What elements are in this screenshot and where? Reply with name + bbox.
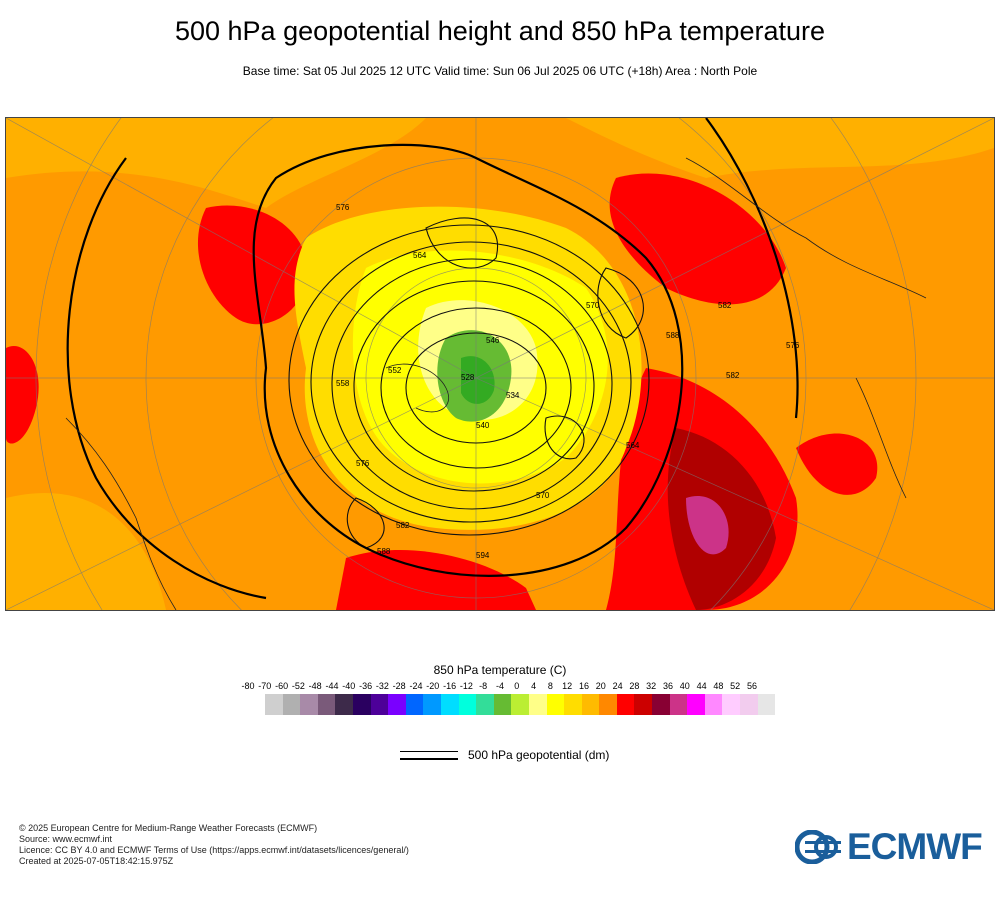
legend-tick-label: 44 [696,681,707,691]
legend-color-swatch [704,694,723,715]
legend-color-swatch [317,694,336,715]
legend-tick-label: -8 [479,681,488,691]
contour-legend: 500 hPa geopotential (dm) [400,748,609,762]
legend-tick-label: -28 [392,681,406,691]
contour-label: 576 [786,341,800,350]
contour-label: 570 [536,491,550,500]
legend-colorbar [265,694,776,715]
legend-tick-label: 32 [646,681,657,691]
legend-color-swatch [476,694,494,715]
legend-color-swatch [652,694,670,715]
contour-label: 528 [461,373,475,382]
legend-color-swatch [511,694,529,715]
legend-color-swatch [581,694,600,715]
legend-tick-label: 36 [662,681,673,691]
contour-label: 594 [476,551,490,560]
legend-color-swatch [493,694,512,715]
map-canvas: 576 582 588 564 570 552 546 540 534 528 … [6,118,994,610]
legend-color-swatch [458,694,477,715]
legend-title: 850 hPa temperature (C) [433,663,567,677]
legend-tick-label: 40 [679,681,690,691]
contour-legend-label: 500 hPa geopotential (dm) [468,748,610,762]
legend-tick-label: -80 [241,681,255,691]
legend-color-swatch [599,694,617,715]
legend-tick-label: 12 [562,681,573,691]
legend-tick-label: 8 [547,681,553,691]
contour-label: 546 [486,336,500,345]
legend-tick-label: 20 [595,681,606,691]
legend-tick-label: 52 [730,681,741,691]
contour-label: 576 [356,459,370,468]
legend-tick-label: -24 [409,681,423,691]
contour-label: 588 [377,547,391,556]
legend-color-swatch [528,694,547,715]
chart-title: 500 hPa geopotential height and 850 hPa … [174,16,825,46]
contour-line-sample [400,748,458,762]
legend-color-swatch [352,694,371,715]
legend-color-swatch [616,694,635,715]
legend-tick-label: -12 [459,681,473,691]
ecmwf-logo: ECMWF [795,826,983,868]
contour-label: 570 [586,301,600,310]
ecmwf-wordmark: ECMWF [847,826,983,867]
footer-source: Source: www.ecmwf.int [19,834,113,844]
legend-tick-label: -60 [275,681,289,691]
legend-tick-label: 16 [578,681,589,691]
legend-tick-label: -52 [291,681,305,691]
legend-tick-label: 4 [531,681,537,691]
legend-tick-label: -70 [258,681,272,691]
legend-color-swatch [669,694,688,715]
legend-tick-label: -44 [325,681,339,691]
legend-color-swatch [740,694,758,715]
ecmwf-logo-icon [795,830,841,864]
legend-color-swatch [388,694,406,715]
legend-tick-label: 0 [514,681,520,691]
contour-label: 564 [626,441,640,450]
legend-color-swatch [546,694,565,715]
contour-label: 582 [726,371,740,380]
legend-color-swatch [282,694,301,715]
contour-label: 576 [336,203,350,212]
legend-color-swatch [440,694,459,715]
legend-color-swatch [405,694,424,715]
footer-credits: © 2025 European Centre for Medium-Range … [19,823,409,867]
legend-color-swatch [564,694,582,715]
legend-color-swatch [687,694,705,715]
contour-label: 552 [388,366,402,375]
legend-color-swatch [265,694,283,715]
legend-tick-label: -4 [495,681,504,691]
legend-color-swatch [757,694,776,715]
legend-tick-label: -48 [308,681,322,691]
legend-color-swatch [423,694,441,715]
legend-color-swatch [335,694,353,715]
legend-color-swatch [300,694,318,715]
legend-color-swatch [634,694,653,715]
footer-created: Created at 2025-07-05T18:42:15.975Z [19,856,174,866]
contour-label: 540 [476,421,490,430]
legend-tick-label: -40 [342,681,356,691]
legend-tick-label: -20 [426,681,440,691]
legend-tick-label: -36 [359,681,373,691]
contour-label: 588 [666,331,680,340]
legend-tick-labels: -80 -70 -60 -52 -48 -44 -40 -36 -32 -28 -24 -20 -16-… [0,681,1000,693]
footer-licence: Licence: CC BY 4.0 and ECMWF Terms of Us… [19,845,409,855]
legend-tick-label: 48 [713,681,724,691]
weather-map: 576 582 588 564 570 552 546 540 534 528 … [5,117,995,611]
footer-copyright: © 2025 European Centre for Medium-Range … [19,823,318,833]
legend-tick-label: 24 [612,681,623,691]
contour-label: 564 [413,251,427,260]
legend-color-swatch [370,694,389,715]
legend-color-swatch [722,694,741,715]
contour-label: 582 [718,301,732,310]
legend-tick-label: -32 [375,681,389,691]
legend-tick-label: 28 [629,681,640,691]
contour-label: 558 [336,379,350,388]
legend-tick-label: 56 [746,681,757,691]
contour-label: 534 [506,391,520,400]
legend-tick-label: -16 [443,681,457,691]
chart-subtitle: Base time: Sat 05 Jul 2025 12 UTC Valid … [242,64,758,78]
contour-label: 582 [396,521,410,530]
